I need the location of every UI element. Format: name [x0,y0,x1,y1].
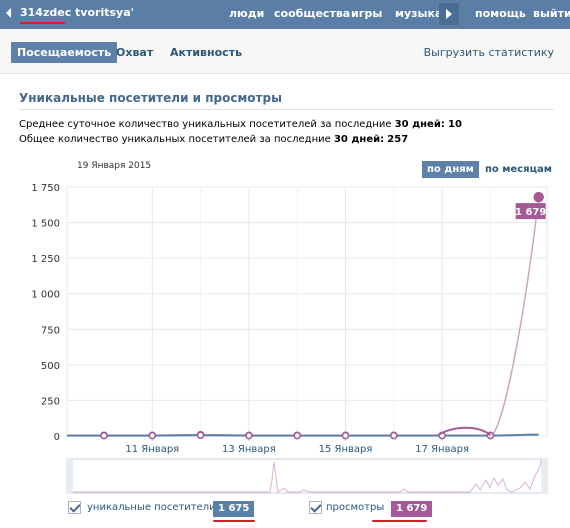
annotation-underline [20,22,65,24]
tab-attendance[interactable]: Посещаемость [11,42,118,63]
annotation-underline-visitors [213,520,255,522]
export-stats-link[interactable]: Выгрузить статистику [423,46,554,59]
nav-logout[interactable]: выйти [533,7,570,20]
avg-stat-value: 10 [448,119,462,130]
x-tick-label: 13 Января [222,444,276,455]
views-value-badge: 1 679 [391,501,433,517]
nav-people[interactable]: люди [229,7,265,20]
x-tick-label: 17 Января [415,444,469,455]
y-tick-label: 500 [41,361,60,372]
section-divider [19,109,554,110]
visitors-point[interactable] [148,431,157,440]
avg-stat-days: 30 дней: [394,119,445,130]
navigator-handle-right[interactable] [541,459,547,493]
nav-help[interactable]: помощь [475,7,526,20]
visitors-point[interactable] [293,431,301,440]
views-bump [437,426,492,437]
views-legend-label[interactable]: просмотры [326,502,385,513]
views-point[interactable] [533,191,544,203]
tab-activity[interactable]: Активность [170,46,243,59]
section-title: Уникальные посетители и просмотры [19,91,282,105]
range-navigator[interactable] [66,458,548,494]
views-checkbox[interactable] [309,501,322,514]
total-stat-days: 30 дней: [333,134,385,145]
y-tick-label: 1 000 [31,290,60,301]
visitors-series-line [67,433,539,437]
y-tick-label: 250 [41,396,60,407]
nav-music[interactable]: музыка [395,7,443,20]
navigator-views-line [73,459,542,493]
x-tick-label: 11 Января [125,444,179,455]
total-visitors-stat: Общее количество уникальных посетителей … [19,134,408,145]
total-stat-label: Общее количество уникальных посетителей … [19,134,334,145]
y-tick-label: 0 [54,432,60,443]
tab-reach[interactable]: Охват [116,46,154,59]
nav-games[interactable]: игры [351,7,383,20]
y-tick-label: 1 500 [31,219,60,230]
avg-stat-label: Среднее суточное количество уникальных п… [19,119,395,130]
music-play-button[interactable] [439,3,459,25]
back-arrow-icon[interactable] [6,8,11,18]
play-icon [446,9,452,19]
visitors-value-badge: 1 675 [213,501,255,517]
y-tick-label: 750 [41,325,60,336]
by-days-button[interactable]: по дням [422,161,479,178]
y-tick-label: 1 250 [31,254,60,265]
nav-communities[interactable]: сообщества [274,7,351,20]
navigator-handle-left[interactable] [67,459,73,493]
top-bar: 314zdec tvoritsya' люди сообщества игры … [0,0,570,29]
visitors-point[interactable] [196,431,205,440]
community-name-link[interactable]: 314zdec tvoritsya' [20,6,134,19]
x-tick-label: 15 Января [319,444,373,455]
visitors-point[interactable] [341,431,350,440]
stats-tabs-bar: Посещаемость Охват Активность Выгрузить … [0,29,570,74]
total-stat-value: 257 [387,134,409,145]
peak-label-box [515,203,546,220]
annotation-underline-views [372,520,427,522]
peak-label: 1 679 [515,207,546,218]
plot-area [66,186,548,437]
visitors-point[interactable] [245,431,253,440]
by-months-button[interactable]: по месяцам [485,164,552,175]
y-tick-label: 1 750 [31,183,60,194]
avg-visitors-stat: Среднее суточное количество уникальных п… [19,119,462,130]
visitors-point[interactable] [100,431,108,440]
visitors-point[interactable] [390,431,398,440]
hover-date-label: 19 Января 2015 [77,161,152,171]
visitors-checkbox[interactable] [68,501,81,514]
visitors-legend-label[interactable]: уникальные посетители [87,502,216,513]
